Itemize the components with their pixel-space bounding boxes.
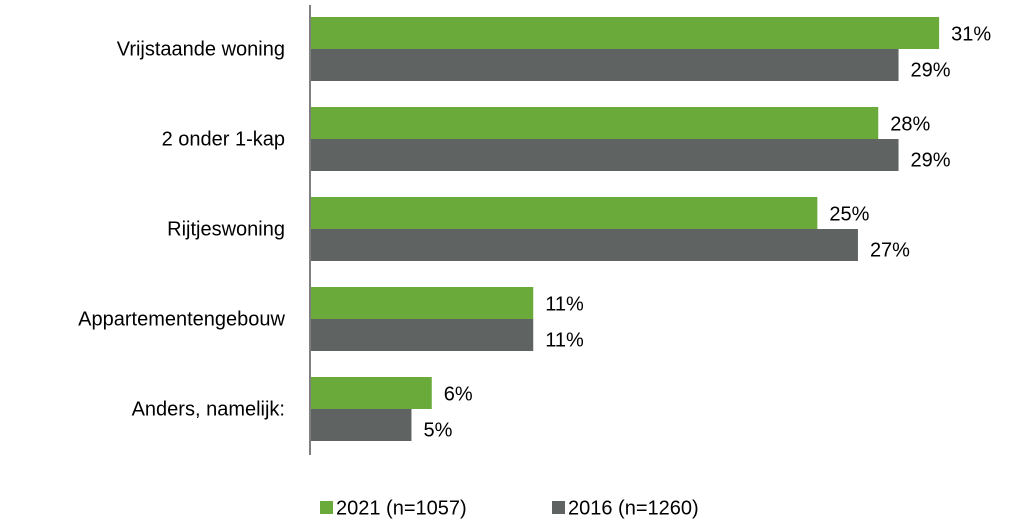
bar	[310, 107, 879, 139]
value-label: 5%	[423, 419, 452, 441]
value-label: 31%	[951, 23, 991, 45]
legend-label: 2016 (n=1260)	[568, 497, 699, 519]
bar	[310, 197, 818, 229]
bar	[310, 377, 432, 409]
bar	[310, 319, 534, 351]
category-label: 2 onder 1-kap	[162, 128, 285, 150]
value-label: 11%	[545, 329, 584, 351]
bar	[310, 287, 534, 319]
category-label: Anders, namelijk:	[132, 398, 285, 420]
bar	[310, 229, 858, 261]
legend-label: 2021 (n=1057)	[336, 497, 467, 519]
value-label: 6%	[444, 383, 473, 405]
value-label: 28%	[890, 113, 930, 135]
legend-swatch	[552, 501, 565, 514]
value-label: 11%	[545, 293, 584, 315]
bar	[310, 139, 899, 171]
bar	[310, 17, 940, 49]
legend-swatch	[320, 501, 333, 514]
category-label: Vrijstaande woning	[117, 38, 285, 60]
bar	[310, 409, 412, 441]
value-label: 29%	[911, 149, 951, 171]
value-label: 27%	[870, 239, 910, 261]
value-label: 29%	[911, 59, 951, 81]
bar	[310, 49, 899, 81]
value-label: 25%	[829, 203, 869, 225]
category-label: Rijtjeswoning	[167, 218, 285, 240]
category-label: Appartementengebouw	[78, 308, 285, 330]
